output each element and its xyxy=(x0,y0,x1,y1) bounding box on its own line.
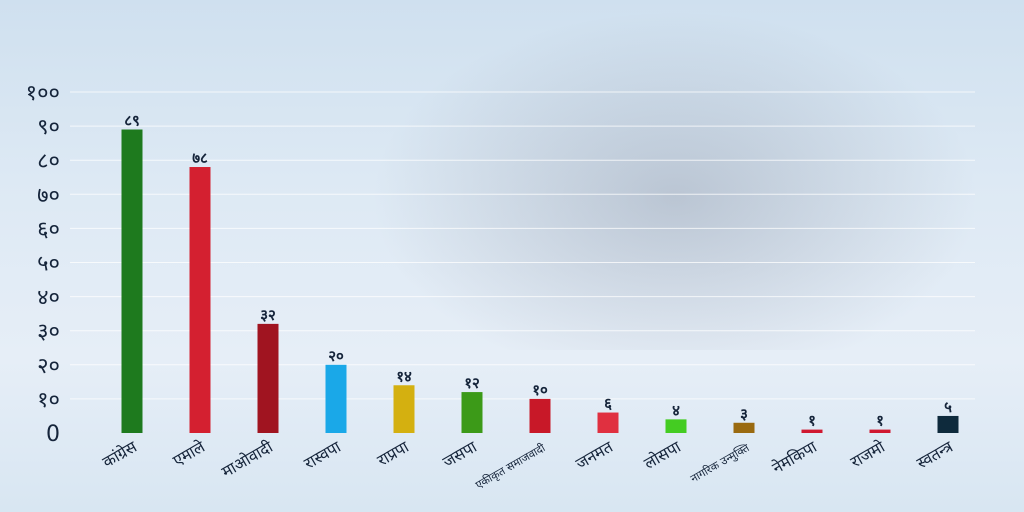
y-tick-label: १० xyxy=(37,388,60,413)
bar xyxy=(325,364,347,433)
y-tick-label: ३० xyxy=(37,320,60,345)
bar-value-label: १४ xyxy=(396,367,412,385)
bars xyxy=(121,129,959,433)
x-tick-label: रास्वपा xyxy=(301,437,345,473)
y-axis: 0 १० २० ३० ४० ५० ६० ७० ८० ९० १०० xyxy=(26,81,60,447)
x-tick-label: लोसपा xyxy=(641,437,685,473)
bar xyxy=(733,422,755,433)
y-tick-label: ५० xyxy=(37,252,60,277)
bar xyxy=(665,419,687,433)
bar xyxy=(937,415,959,433)
bar-value-label: ६ xyxy=(604,395,612,413)
bar xyxy=(597,412,619,433)
bar-value-label: ५ xyxy=(944,398,952,416)
x-tick-label: जसपा xyxy=(439,437,480,472)
y-tick-label: १०० xyxy=(26,81,60,106)
leaders-photo-collage xyxy=(370,10,980,350)
bar xyxy=(801,429,823,433)
x-tick-label: राप्रपा xyxy=(374,437,413,470)
grid-lines xyxy=(70,91,975,400)
bar xyxy=(461,392,483,433)
bar-value-label: १२ xyxy=(464,374,480,392)
bar-value-label: ३ xyxy=(740,405,748,423)
bar xyxy=(529,398,551,433)
bar-value-label: १० xyxy=(532,381,548,399)
y-tick-label: ९० xyxy=(37,115,60,140)
y-tick-label: ७० xyxy=(37,183,60,208)
x-tick-label: राजमो xyxy=(847,437,889,472)
y-tick-label: 0 xyxy=(46,422,60,447)
x-tick-label: कांग्रेस xyxy=(99,436,141,471)
x-axis-labels: कांग्रेस एमाले माओवादी रास्वपा राप्रपा जसपाएक… xyxy=(99,436,957,491)
bar-value-label: १ xyxy=(876,412,884,430)
bar xyxy=(121,129,143,433)
bar-value-label: २० xyxy=(328,347,344,365)
bar-value-label: ३२ xyxy=(260,306,276,324)
x-tick-label: एमाले xyxy=(170,436,209,470)
bar xyxy=(257,323,279,433)
y-tick-label: ४० xyxy=(37,286,60,311)
bar-value-label: ४ xyxy=(672,401,680,419)
bar xyxy=(189,167,211,433)
x-tick-label: नागरिक उन्मुक्ति xyxy=(688,441,752,485)
x-tick-label: नेमकिपा xyxy=(769,437,821,478)
x-tick-label: स्वतन्त्र xyxy=(913,436,957,472)
y-tick-label: २० xyxy=(37,354,60,379)
bar xyxy=(393,385,415,433)
bar-value-label: १ xyxy=(808,412,816,430)
bar-value-label: ८९ xyxy=(124,112,140,130)
bar-value-label: ७८ xyxy=(192,149,208,167)
y-tick-label: ६० xyxy=(37,217,60,242)
value-labels: ८९ ७८ ३२ २० १४ १२ १० ६ ४ ३ १ १ ५ xyxy=(124,112,952,430)
bar xyxy=(869,429,891,433)
y-tick-label: ८० xyxy=(37,149,60,174)
x-tick-label: एकीकृत समाजवादी xyxy=(473,441,547,491)
x-tick-label: जनमत xyxy=(572,437,616,474)
x-tick-label: माओवादी xyxy=(218,437,277,482)
